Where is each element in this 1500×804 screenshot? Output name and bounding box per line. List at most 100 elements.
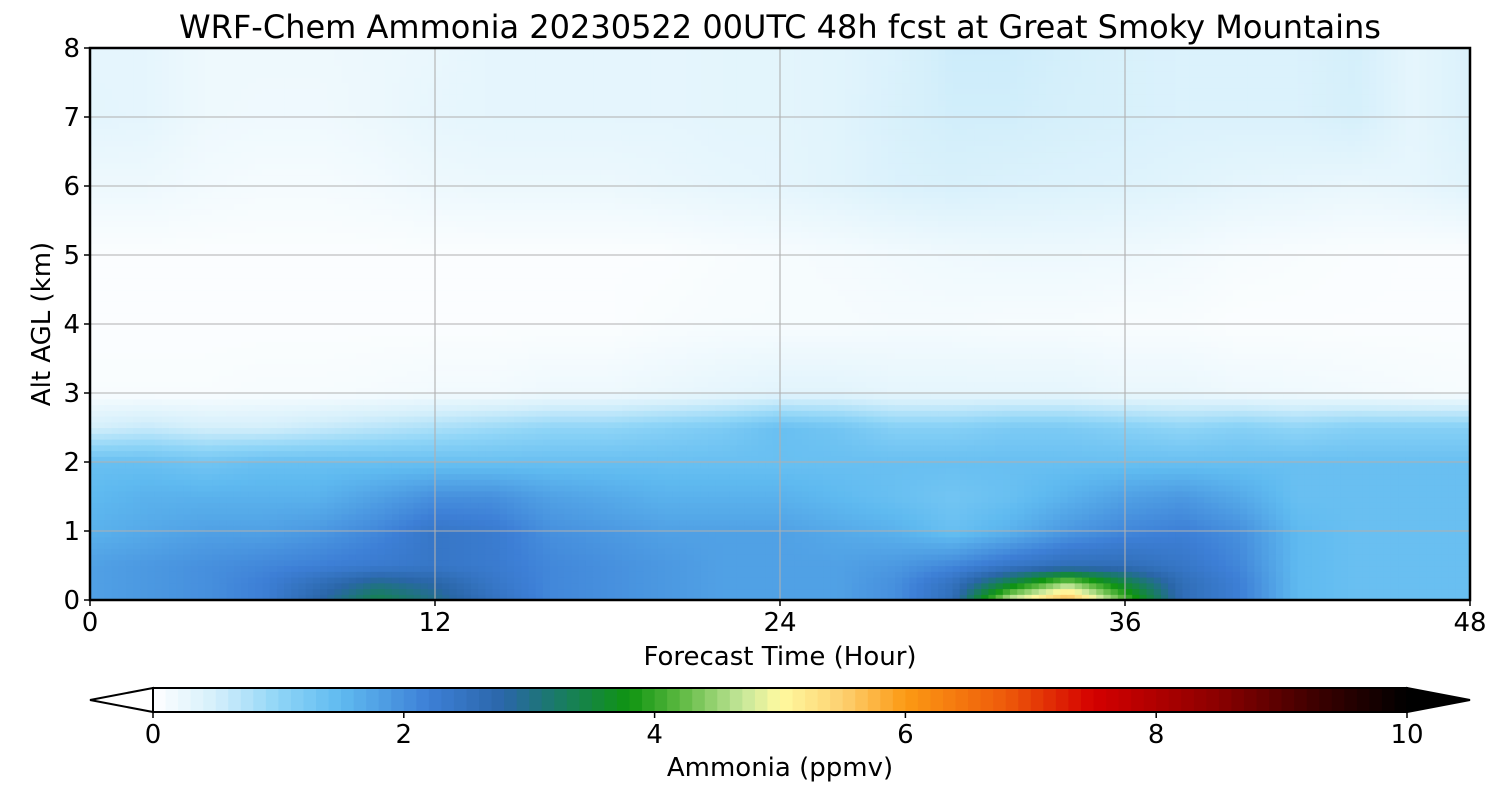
heatmap-cell xyxy=(995,450,1004,457)
heatmap-cell xyxy=(233,594,242,600)
heatmap-cell xyxy=(492,536,501,544)
heatmap-cell xyxy=(291,525,300,532)
heatmap-cell xyxy=(384,577,393,584)
heatmap-cell xyxy=(815,490,824,498)
heatmap-cell xyxy=(902,582,910,590)
heatmap-cell xyxy=(1448,588,1457,595)
heatmap-cell xyxy=(1405,467,1414,475)
heatmap-cell xyxy=(420,473,429,480)
heatmap-cell xyxy=(1340,571,1349,578)
heatmap-cell xyxy=(1426,536,1435,544)
heatmap-cell xyxy=(1383,485,1392,492)
heatmap-cell xyxy=(284,548,292,555)
heatmap-cell xyxy=(370,473,379,480)
heatmap-cell xyxy=(499,542,508,549)
heatmap-cell xyxy=(312,536,321,544)
heatmap-cell xyxy=(585,462,594,469)
heatmap-cell xyxy=(492,519,501,526)
heatmap-cell xyxy=(1089,479,1097,486)
heatmap-cell xyxy=(643,479,652,486)
heatmap-cell xyxy=(169,594,177,600)
heatmap-cell xyxy=(226,554,235,561)
heatmap-cell xyxy=(90,479,98,486)
heatmap-cell xyxy=(1089,473,1097,480)
heatmap-cell xyxy=(248,571,256,578)
heatmap-cell xyxy=(758,577,767,584)
heatmap-cell xyxy=(506,467,515,475)
heatmap-cell xyxy=(780,525,788,532)
heatmap-cell xyxy=(564,508,573,515)
heatmap-cell xyxy=(190,496,199,503)
heatmap-cell xyxy=(988,502,997,509)
heatmap-cell xyxy=(672,565,680,572)
heatmap-cell xyxy=(1462,519,1470,526)
heatmap-cell xyxy=(1283,496,1291,503)
heatmap-cell xyxy=(1347,525,1356,532)
heatmap-cell xyxy=(514,479,522,486)
heatmap-cell xyxy=(557,525,565,532)
heatmap-cell xyxy=(1390,450,1399,457)
heatmap-cell xyxy=(104,531,113,538)
heatmap-cell xyxy=(190,502,199,509)
heatmap-cell xyxy=(744,554,752,561)
heatmap-cell xyxy=(514,462,522,469)
heatmap-cell xyxy=(550,571,558,578)
heatmap-cell xyxy=(1376,508,1385,515)
heatmap-cell xyxy=(140,485,149,492)
heatmap-cell xyxy=(981,571,990,578)
heatmap-cell xyxy=(1096,508,1105,515)
heatmap-cell xyxy=(1139,490,1148,498)
heatmap-cell xyxy=(636,577,645,584)
heatmap-cell xyxy=(794,473,803,480)
heatmap-cell xyxy=(700,473,709,480)
heatmap-cell xyxy=(1053,531,1061,538)
heatmap-cell xyxy=(154,456,163,463)
heatmap-cell xyxy=(1110,462,1119,469)
heatmap-cell xyxy=(1139,467,1148,475)
heatmap-cell xyxy=(104,525,113,532)
heatmap-cell xyxy=(104,536,113,544)
heatmap-cell xyxy=(399,577,407,584)
heatmap-cell xyxy=(859,542,867,549)
heatmap-cell xyxy=(219,450,228,457)
heatmap-cell xyxy=(823,582,831,590)
heatmap-cell xyxy=(1211,577,1220,584)
heatmap-cell xyxy=(887,565,896,572)
heatmap-cell xyxy=(1182,548,1191,555)
heatmap-cell xyxy=(722,577,731,584)
heatmap-cell xyxy=(665,508,673,515)
heatmap-cell xyxy=(650,456,659,463)
heatmap-cell xyxy=(320,548,328,555)
heatmap-cell xyxy=(1362,467,1370,475)
heatmap-cell xyxy=(90,559,98,567)
heatmap-cell xyxy=(528,456,537,463)
heatmap-cell xyxy=(1218,594,1227,600)
heatmap-cell xyxy=(269,565,278,572)
heatmap-cell xyxy=(1426,531,1435,538)
heatmap-cell xyxy=(478,479,486,486)
heatmap-cell xyxy=(1455,479,1464,486)
heatmap-cell xyxy=(1110,473,1119,480)
plot-area xyxy=(88,46,1472,602)
heatmap-cell xyxy=(1232,513,1241,521)
heatmap-cell xyxy=(578,594,587,600)
heatmap-cell xyxy=(952,496,961,503)
heatmap-cell xyxy=(125,496,134,503)
heatmap-cell xyxy=(1096,525,1105,532)
heatmap-cell xyxy=(751,519,760,526)
heatmap-cell xyxy=(420,462,429,469)
heatmap-cell xyxy=(585,519,594,526)
heatmap-cell xyxy=(118,554,127,561)
heatmap-cell xyxy=(1326,485,1335,492)
heatmap-cell xyxy=(1089,594,1097,600)
heatmap-cell xyxy=(90,508,98,515)
heatmap-cell xyxy=(621,594,630,600)
heatmap-cell xyxy=(1196,554,1205,561)
heatmap-cell xyxy=(1390,559,1399,567)
heatmap-cell xyxy=(600,450,609,457)
heatmap-cell xyxy=(1448,554,1457,561)
heatmap-cell xyxy=(1002,502,1011,509)
heatmap-cell xyxy=(341,519,350,526)
heatmap-cell xyxy=(492,577,501,584)
heatmap-cell xyxy=(672,479,680,486)
